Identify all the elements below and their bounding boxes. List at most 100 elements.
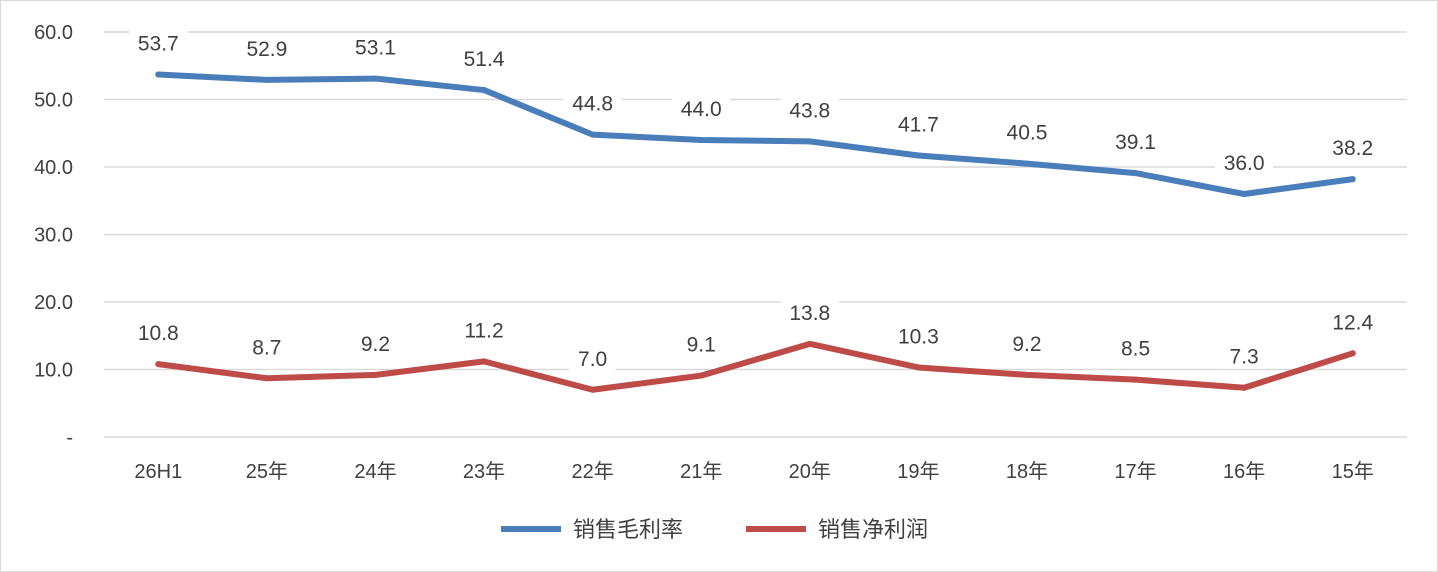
data-label: 43.8 xyxy=(789,99,830,122)
data-point xyxy=(155,361,162,368)
x-tick-label: 16年 xyxy=(1223,460,1265,483)
data-label-background xyxy=(1323,308,1382,335)
y-tick-label: 20.0 xyxy=(34,292,73,314)
series-line-2 xyxy=(155,340,1356,393)
data-point xyxy=(698,137,705,143)
data-point xyxy=(589,386,596,393)
y-tick-label: - xyxy=(66,427,73,449)
data-label: 52.9 xyxy=(246,38,287,61)
data-label: 9.1 xyxy=(687,334,716,357)
x-tick-label: 19年 xyxy=(897,460,939,483)
data-label-background xyxy=(569,344,616,371)
legend: 销售毛利率 销售净利润 xyxy=(501,517,928,542)
data-label: 53.1 xyxy=(355,37,396,60)
data-label-background xyxy=(455,316,514,343)
data-point xyxy=(1241,191,1248,197)
data-label-background xyxy=(672,95,731,121)
x-tick-label: 15年 xyxy=(1332,460,1374,483)
data-label-background xyxy=(889,322,948,349)
series-lines xyxy=(155,71,1356,393)
data-point xyxy=(481,87,488,94)
data-label: 53.7 xyxy=(138,33,179,56)
data-label: 36.0 xyxy=(1224,152,1265,175)
data-label: 51.4 xyxy=(464,48,505,71)
data-label: 7.0 xyxy=(578,348,607,371)
data-label-background xyxy=(1112,334,1159,361)
data-label: 38.2 xyxy=(1332,137,1373,160)
data-label-background xyxy=(563,89,622,116)
data-label: 40.5 xyxy=(1007,122,1048,145)
x-tick-label: 22年 xyxy=(572,460,614,483)
data-label-background xyxy=(129,29,188,56)
x-tick-label: 21年 xyxy=(680,460,722,483)
y-axis-tick-labels: - 10.0 20.0 30.0 40.0 50.0 60.0 xyxy=(34,22,73,449)
data-label: 10.8 xyxy=(138,322,179,345)
data-point xyxy=(1349,176,1356,183)
data-label-background xyxy=(1003,329,1050,356)
data-label-background xyxy=(455,45,514,72)
data-point xyxy=(481,358,488,365)
data-label-background xyxy=(1106,128,1165,155)
data-label-background xyxy=(129,319,188,346)
data-point xyxy=(1241,384,1248,391)
y-tick-label: 40.0 xyxy=(34,157,73,179)
gridlines xyxy=(104,31,1407,438)
y-tick-label: 60.0 xyxy=(34,22,73,44)
x-tick-label: 23年 xyxy=(463,460,505,483)
data-label: 41.7 xyxy=(898,114,939,137)
data-point xyxy=(698,372,705,379)
data-label-background xyxy=(997,118,1056,145)
x-tick-label: 26H1 xyxy=(134,461,182,483)
y-tick-label: 50.0 xyxy=(34,90,73,112)
data-label-background xyxy=(352,329,399,356)
data-point xyxy=(1132,170,1139,177)
data-point xyxy=(806,138,813,145)
data-label-background xyxy=(346,33,405,60)
data-point xyxy=(1349,350,1356,357)
data-label: 9.2 xyxy=(361,333,390,356)
data-point xyxy=(1023,371,1030,378)
data-point xyxy=(155,71,162,78)
y-tick-label: 10.0 xyxy=(34,360,73,382)
data-label-background xyxy=(1221,342,1268,369)
data-label: 9.2 xyxy=(1012,333,1041,356)
data-label-background xyxy=(1215,149,1274,175)
data-point xyxy=(372,371,379,378)
data-label: 8.5 xyxy=(1121,338,1150,361)
data-point xyxy=(915,364,922,371)
data-label: 12.4 xyxy=(1332,311,1373,334)
data-label: 11.2 xyxy=(464,319,503,342)
data-label: 8.7 xyxy=(252,336,281,359)
y-tick-label: 30.0 xyxy=(34,225,73,247)
legend-label: 销售毛利率 xyxy=(573,517,683,542)
data-label: 10.3 xyxy=(898,325,939,348)
data-point xyxy=(1023,160,1030,167)
data-label-background xyxy=(889,110,948,137)
data-point xyxy=(1132,376,1139,383)
data-label-background xyxy=(780,96,839,123)
data-label-background xyxy=(780,298,839,325)
data-point xyxy=(263,76,270,83)
series-line-1 xyxy=(155,71,1356,197)
data-label: 13.8 xyxy=(789,302,830,325)
data-label: 39.1 xyxy=(1115,131,1156,154)
data-label: 44.8 xyxy=(572,93,613,116)
x-tick-label: 18年 xyxy=(1006,460,1048,483)
x-tick-label: 17年 xyxy=(1114,460,1156,483)
data-label-background xyxy=(1323,134,1382,161)
data-label: 7.3 xyxy=(1230,346,1259,369)
data-point xyxy=(589,131,596,138)
data-point xyxy=(806,340,813,347)
x-tick-label: 20年 xyxy=(789,460,831,483)
data-point xyxy=(263,375,270,382)
data-point xyxy=(372,75,379,82)
data-point xyxy=(915,152,922,159)
data-label-background xyxy=(678,330,725,357)
x-tick-label: 24年 xyxy=(354,460,396,483)
data-label-background xyxy=(243,333,290,360)
x-axis-tick-labels: 26H1 25年 24年 23年 22年 21年 20年 19年 18年 17年 16年 15年 xyxy=(134,460,1373,483)
data-labels: 53.7 52.9 53.1 51.4 44.8 44.0 43.8 41.7 40.5 39.1… xyxy=(129,29,1382,371)
x-tick-label: 25年 xyxy=(246,460,288,483)
